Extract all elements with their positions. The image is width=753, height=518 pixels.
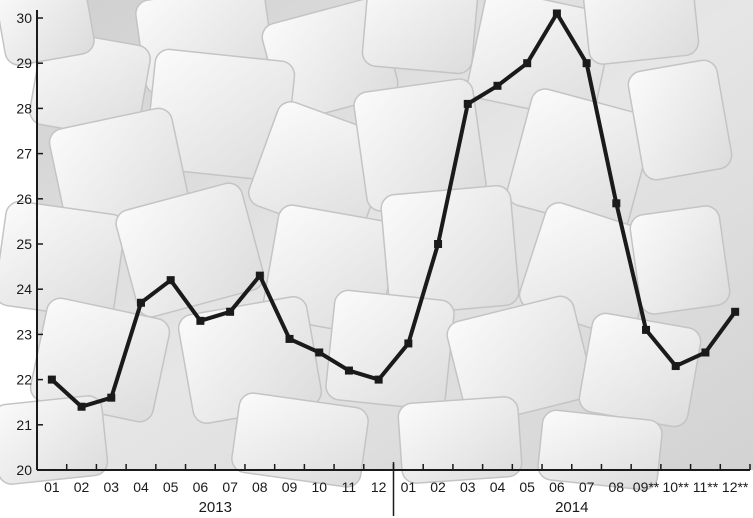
data-point <box>47 375 56 384</box>
sugar-cube <box>325 289 455 411</box>
year-label: 2014 <box>555 499 588 516</box>
data-point <box>404 339 413 348</box>
y-tick-label: 21 <box>16 417 32 433</box>
data-point <box>226 307 235 316</box>
x-tick-label: 06 <box>549 479 565 495</box>
data-point <box>285 334 294 343</box>
sugar-cube <box>627 59 733 181</box>
sugar-cube <box>0 0 95 66</box>
x-tick-label: 09** <box>633 479 660 495</box>
x-tick-label: 03 <box>460 479 476 495</box>
sugar-cube <box>397 396 523 484</box>
data-point <box>136 298 145 307</box>
series-line <box>49 11 738 409</box>
x-tick-label: 04 <box>133 479 149 495</box>
x-tick-label: 05 <box>519 479 535 495</box>
data-point <box>493 81 502 90</box>
y-tick-label: 23 <box>16 326 32 342</box>
y-tick-label: 20 <box>16 462 32 478</box>
sugar-cube <box>361 0 479 75</box>
sugar-cube <box>231 392 369 488</box>
x-tick-label: 10** <box>662 479 689 495</box>
data-point <box>374 375 383 384</box>
x-tick-label: 02 <box>74 479 90 495</box>
data-point <box>701 348 710 357</box>
y-tick-label: 28 <box>16 100 32 116</box>
sugar-cube <box>115 182 265 318</box>
data-point <box>552 9 561 18</box>
data-point <box>463 99 472 108</box>
x-tick-label: 04 <box>490 479 506 495</box>
y-tick-label: 27 <box>16 146 32 162</box>
x-tick-label: 07 <box>222 479 238 495</box>
data-point <box>671 362 680 371</box>
data-point <box>434 240 443 248</box>
x-tick-label: 12 <box>371 479 387 495</box>
sugar-cube <box>580 0 700 65</box>
x-tick-label: 11 <box>342 479 357 495</box>
y-tick-label: 25 <box>16 236 32 252</box>
data-point <box>196 316 205 325</box>
x-tick-label: 03 <box>103 479 119 495</box>
sugar-cube <box>380 184 520 316</box>
x-tick-label: 07 <box>579 479 595 495</box>
x-tick-label: 05 <box>163 479 179 495</box>
x-tick-label: 08 <box>252 479 268 495</box>
x-tick-label: 09 <box>282 479 298 495</box>
x-tick-label: 02 <box>430 479 446 495</box>
data-point <box>523 59 532 68</box>
sugar-cube <box>446 295 594 425</box>
y-tick-label: 30 <box>16 10 32 26</box>
x-tick-label: 11** <box>693 479 719 495</box>
x-tick-label: 10 <box>311 479 327 495</box>
year-label: 2013 <box>199 499 232 516</box>
data-point <box>166 276 175 285</box>
x-tick-label: 06 <box>193 479 209 495</box>
sugar-cube <box>0 395 109 485</box>
data-point <box>344 366 353 375</box>
x-tick-label: 12** <box>722 479 749 495</box>
data-point <box>612 199 621 208</box>
y-tick-label: 24 <box>16 281 32 297</box>
data-point <box>107 393 116 402</box>
data-point <box>731 307 740 316</box>
y-tick-label: 29 <box>16 55 32 71</box>
x-tick-label: 08 <box>609 479 625 495</box>
y-tick-label: 22 <box>16 372 32 388</box>
data-point <box>77 402 86 411</box>
data-point <box>582 59 591 68</box>
x-tick-label: 01 <box>401 479 417 495</box>
data-point <box>255 271 264 280</box>
y-tick-label: 26 <box>16 191 32 207</box>
x-tick-label: 01 <box>44 479 60 495</box>
sugar-cube <box>629 205 731 315</box>
data-point <box>642 325 651 334</box>
data-point <box>315 348 324 357</box>
